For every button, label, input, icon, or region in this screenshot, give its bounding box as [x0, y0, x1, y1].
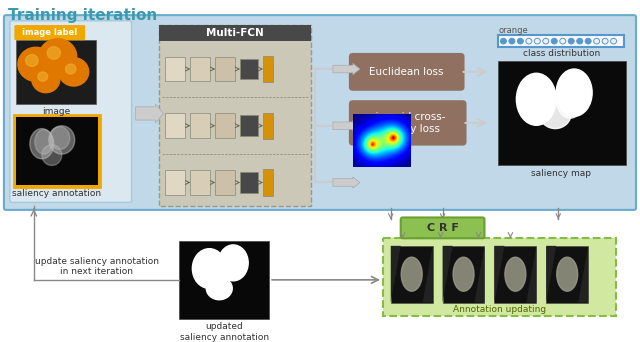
- Ellipse shape: [453, 257, 474, 291]
- Bar: [263, 169, 273, 196]
- Bar: [499, 35, 624, 47]
- Bar: [215, 57, 236, 81]
- Bar: [215, 114, 236, 138]
- FancyArrow shape: [333, 177, 360, 188]
- Circle shape: [534, 38, 540, 44]
- Text: class distribution: class distribution: [523, 49, 600, 58]
- Ellipse shape: [505, 257, 526, 291]
- Text: Euclidean loss: Euclidean loss: [369, 67, 444, 77]
- Ellipse shape: [516, 73, 556, 125]
- Bar: [179, 241, 269, 319]
- Ellipse shape: [35, 130, 52, 154]
- Text: saliency map: saliency map: [531, 169, 591, 178]
- Text: image label: image label: [22, 28, 77, 37]
- Circle shape: [18, 47, 54, 81]
- Ellipse shape: [540, 98, 572, 129]
- Text: sigmoid cross-
entropy loss: sigmoid cross- entropy loss: [370, 112, 445, 134]
- Bar: [240, 115, 258, 136]
- Bar: [495, 246, 536, 303]
- Polygon shape: [547, 246, 556, 303]
- Circle shape: [500, 38, 506, 44]
- Bar: [166, 170, 186, 195]
- Bar: [391, 246, 433, 303]
- Bar: [159, 25, 311, 206]
- Ellipse shape: [42, 145, 61, 166]
- Polygon shape: [578, 246, 588, 303]
- Polygon shape: [474, 246, 484, 303]
- Text: update saliency annotation
in next iteration: update saliency annotation in next itera…: [35, 257, 159, 276]
- Polygon shape: [422, 246, 433, 303]
- Text: Annotation updating: Annotation updating: [453, 305, 546, 314]
- Circle shape: [594, 38, 600, 44]
- Ellipse shape: [50, 127, 70, 149]
- Bar: [159, 25, 311, 41]
- Circle shape: [39, 39, 77, 75]
- Circle shape: [32, 66, 60, 93]
- Bar: [215, 170, 236, 195]
- Bar: [443, 246, 484, 303]
- Ellipse shape: [30, 129, 54, 159]
- Text: saliency annotation: saliency annotation: [12, 189, 101, 198]
- Circle shape: [517, 38, 524, 44]
- Circle shape: [577, 38, 582, 44]
- Bar: [166, 114, 186, 138]
- FancyArrow shape: [136, 104, 163, 123]
- Circle shape: [611, 38, 616, 44]
- Bar: [263, 56, 273, 82]
- Circle shape: [543, 38, 548, 44]
- Bar: [499, 62, 626, 166]
- Circle shape: [38, 72, 48, 81]
- Bar: [547, 246, 588, 303]
- Bar: [263, 113, 273, 139]
- Text: C R F: C R F: [427, 223, 458, 233]
- FancyBboxPatch shape: [14, 25, 85, 40]
- Ellipse shape: [556, 80, 584, 118]
- Polygon shape: [495, 246, 504, 303]
- Bar: [190, 170, 211, 195]
- Polygon shape: [443, 246, 452, 303]
- Circle shape: [526, 38, 532, 44]
- Text: image: image: [42, 107, 70, 116]
- FancyBboxPatch shape: [4, 15, 636, 210]
- FancyBboxPatch shape: [349, 53, 465, 91]
- Ellipse shape: [206, 277, 232, 300]
- Ellipse shape: [218, 245, 248, 281]
- Polygon shape: [391, 246, 401, 303]
- Circle shape: [602, 38, 608, 44]
- Bar: [190, 114, 211, 138]
- FancyArrow shape: [333, 120, 360, 131]
- Bar: [240, 172, 258, 193]
- Bar: [16, 117, 98, 185]
- Polygon shape: [526, 246, 536, 303]
- Ellipse shape: [522, 84, 551, 124]
- Circle shape: [26, 55, 38, 66]
- Ellipse shape: [401, 257, 422, 291]
- Text: orange: orange: [499, 26, 528, 36]
- Circle shape: [585, 38, 591, 44]
- Ellipse shape: [556, 69, 592, 116]
- Circle shape: [59, 58, 89, 86]
- FancyArrow shape: [333, 63, 360, 75]
- Bar: [16, 40, 95, 104]
- Circle shape: [65, 64, 76, 74]
- Text: Training iteration: Training iteration: [8, 8, 157, 23]
- Ellipse shape: [557, 257, 578, 291]
- Bar: [166, 57, 186, 81]
- Bar: [14, 115, 100, 187]
- FancyBboxPatch shape: [10, 21, 132, 202]
- Ellipse shape: [49, 126, 75, 154]
- Text: Multi-FCN: Multi-FCN: [206, 28, 264, 38]
- Text: updated
saliency annotation: updated saliency annotation: [180, 323, 269, 342]
- FancyBboxPatch shape: [349, 100, 467, 146]
- Circle shape: [568, 38, 574, 44]
- Bar: [190, 57, 211, 81]
- Ellipse shape: [193, 249, 227, 288]
- Bar: [240, 58, 258, 79]
- Circle shape: [509, 38, 515, 44]
- Bar: [383, 238, 616, 316]
- Circle shape: [47, 47, 60, 59]
- FancyBboxPatch shape: [401, 218, 484, 238]
- Circle shape: [560, 38, 566, 44]
- Circle shape: [551, 38, 557, 44]
